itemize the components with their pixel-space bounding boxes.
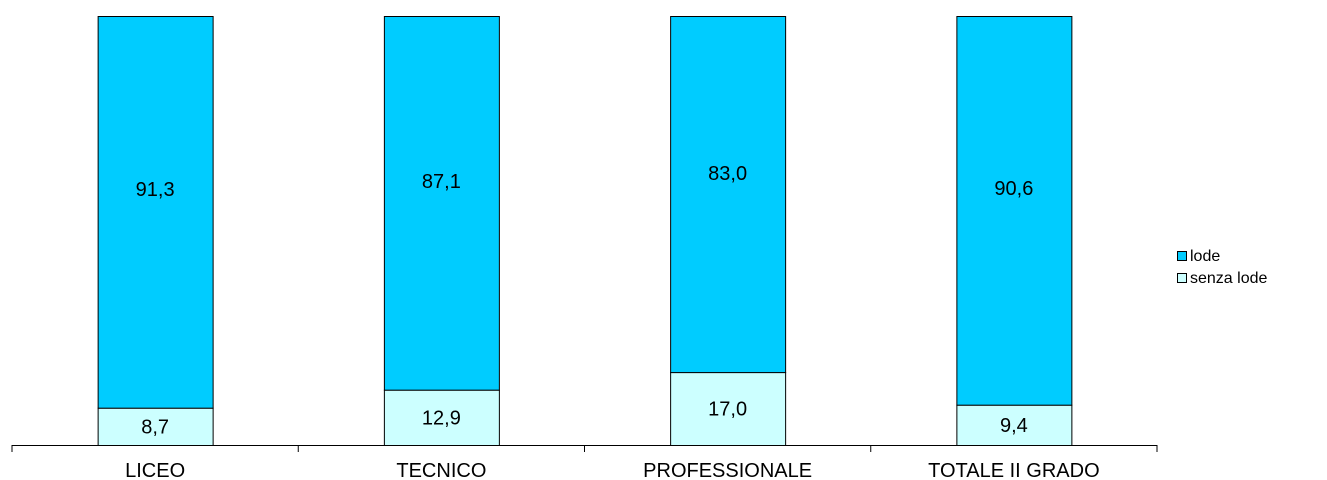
x-tick-label: TECNICO	[396, 460, 486, 480]
legend-label-senza-lode: senza lode	[1190, 270, 1267, 287]
x-axis-ticks	[11, 445, 1158, 452]
legend: lode senza lode	[1177, 248, 1267, 287]
data-label-lode: 83,0	[708, 163, 747, 185]
data-label-senza-lode: 9,4	[1000, 415, 1028, 437]
bars-layer: 8,7 91,3 12,9 87,1 17,0 83,0 9,4 90,6	[97, 16, 1073, 447]
data-label-lode: 90,6	[994, 178, 1033, 200]
bar-senza-lode	[956, 404, 1073, 447]
legend-label-lode: lode	[1190, 248, 1220, 265]
data-label-lode: 87,1	[422, 171, 461, 193]
legend-swatch-lode	[1177, 251, 1187, 261]
bar-lode	[956, 16, 1073, 406]
bar-lode	[670, 16, 787, 374]
x-tick-label: TOTALE II GRADO	[928, 460, 1100, 480]
data-label-senza-lode: 17,0	[708, 399, 747, 421]
data-label-senza-lode: 8,7	[141, 416, 169, 438]
legend-swatch-senza-lode	[1177, 273, 1187, 283]
bar-senza-lode	[383, 389, 500, 446]
data-label-lode: 91,3	[136, 179, 175, 201]
x-axis-tick-labels: LICEO TECNICO PROFESSIONALE TOTALE II GRADO	[125, 460, 1100, 480]
x-tick-label: PROFESSIONALE	[643, 460, 812, 480]
bar-lode	[97, 16, 214, 409]
bar-lode	[383, 16, 500, 391]
data-label-senza-lode: 12,9	[422, 407, 461, 429]
bar-senza-lode	[97, 407, 214, 446]
x-tick-label: LICEO	[125, 460, 185, 480]
